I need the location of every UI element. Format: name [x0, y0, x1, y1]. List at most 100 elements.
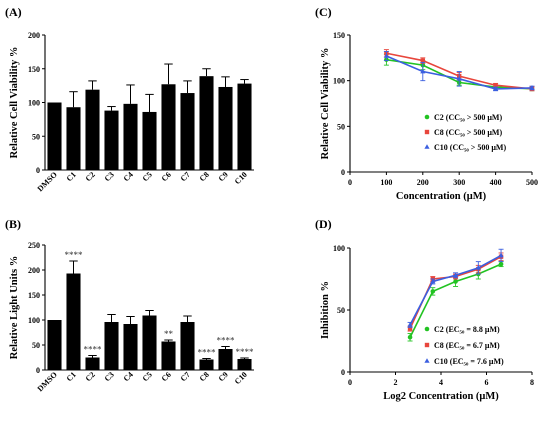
y-axis-label: Inhibition %	[320, 281, 331, 339]
x-tick-label: C5	[141, 170, 154, 183]
bar	[161, 84, 176, 170]
significance-marker: ****	[84, 345, 103, 355]
legend-marker	[424, 144, 430, 149]
x-tick-label: C2	[84, 170, 97, 183]
x-tick-label: C4	[122, 170, 135, 183]
y-tick-label: 0	[341, 168, 345, 177]
data-point	[420, 68, 426, 74]
bar	[199, 76, 214, 170]
x-tick-label: C6	[160, 170, 173, 183]
x-tick-label: C10	[233, 370, 249, 386]
bar	[237, 83, 252, 170]
legend-entry: C10 (EC₅₀ = 7.6 μM)	[434, 357, 504, 366]
panel-d: (D) 0 50 100 0 2 4 6 8 C2 (EC₅₀ = 8.8 μM) C8 (EC₅₀…	[315, 217, 534, 402]
data-point	[452, 272, 459, 278]
y-tick-label: 0	[36, 366, 40, 375]
data-point	[407, 322, 413, 327]
bar	[142, 111, 157, 170]
data-point	[493, 83, 498, 88]
y-tick-label: 50	[337, 306, 345, 315]
panel-label: (C)	[315, 5, 332, 19]
y-tick-label: 50	[32, 341, 40, 350]
y-tick-label: 100	[28, 99, 40, 108]
bar	[218, 349, 233, 370]
y-tick-label: 150	[28, 65, 40, 74]
bar	[123, 324, 138, 370]
significance-marker: ****	[198, 348, 217, 358]
data-point	[430, 278, 436, 284]
legend-marker	[424, 342, 430, 348]
x-tick-label: C2	[84, 370, 97, 383]
bar	[85, 357, 100, 370]
legend-marker	[424, 326, 430, 332]
bar	[218, 86, 233, 170]
bar	[199, 359, 214, 370]
x-tick-label: 300	[453, 178, 465, 187]
x-tick-label: C1	[65, 370, 78, 383]
x-tick-label: 200	[417, 178, 429, 187]
y-tick-label: 100	[333, 244, 345, 253]
legend-entry: C8 (CC₅₀ > 500 μM)	[434, 128, 502, 137]
x-tick-label: C1	[65, 170, 78, 183]
bar	[104, 110, 119, 170]
data-point	[383, 53, 389, 58]
panel-label: (B)	[5, 217, 21, 231]
x-tick-label: C9	[217, 170, 230, 183]
panel-label: (A)	[5, 5, 22, 19]
x-tick-label: C6	[160, 370, 173, 383]
x-tick-label: 8	[530, 378, 534, 387]
bar	[66, 273, 81, 370]
x-tick-label: 6	[485, 378, 489, 387]
bar	[123, 103, 138, 170]
y-axis-label: Relative Cell Viability %	[9, 47, 20, 159]
x-tick-label: C7	[179, 370, 192, 383]
y-tick-label: 150	[333, 31, 345, 40]
x-tick-label: C10	[233, 170, 249, 186]
bar	[47, 320, 62, 370]
legend-entry: C8 (EC₅₀ = 6.7 μM)	[434, 341, 500, 350]
x-tick-label: 100	[380, 178, 392, 187]
data-point	[475, 265, 481, 270]
panel-label: (D)	[315, 217, 332, 231]
x-tick-label: 2	[394, 378, 398, 387]
data-point	[430, 289, 436, 294]
y-tick-label: 50	[337, 122, 345, 131]
series-line	[409, 255, 502, 329]
x-tick-label: 0	[348, 178, 352, 187]
x-tick-label: C8	[198, 170, 211, 183]
legend-entry: C2 (CC₅₀ > 500 μM)	[434, 113, 502, 122]
legend-entry: C2 (EC₅₀ = 8.8 μM)	[434, 325, 500, 334]
bar	[47, 102, 62, 170]
bar	[237, 359, 252, 370]
x-tick-label: 400	[490, 178, 502, 187]
series-line	[409, 254, 502, 326]
y-axis-label: Relative Cell Viability %	[320, 48, 331, 160]
x-tick-label: 0	[348, 378, 352, 387]
panel-c: (C) 0 50 100 150 0 100 200 300 400 500 C2 (CC₅₀ > 5…	[315, 5, 538, 202]
y-tick-label: 200	[28, 31, 40, 40]
bar	[66, 107, 81, 170]
x-tick-label: 500	[526, 178, 538, 187]
x-tick-label: 4	[439, 378, 443, 387]
x-tick-label: C7	[179, 170, 192, 183]
significance-marker: ****	[236, 347, 255, 357]
x-tick-label: C3	[103, 170, 116, 183]
y-tick-label: 50	[32, 132, 40, 141]
data-point	[498, 252, 504, 258]
significance-marker: ****	[65, 250, 84, 260]
legend-marker	[424, 129, 430, 135]
data-point	[407, 326, 413, 331]
y-tick-label: 0	[36, 166, 40, 175]
y-axis-label: Relative Light Units %	[9, 256, 20, 360]
x-tick-label: C3	[103, 370, 116, 383]
x-tick-label: C4	[122, 370, 135, 383]
data-point	[420, 58, 425, 63]
data-point	[529, 85, 535, 90]
x-tick-label: C9	[217, 370, 230, 383]
y-tick-label: 250	[28, 241, 40, 250]
bar	[85, 89, 100, 170]
bar	[161, 341, 176, 370]
